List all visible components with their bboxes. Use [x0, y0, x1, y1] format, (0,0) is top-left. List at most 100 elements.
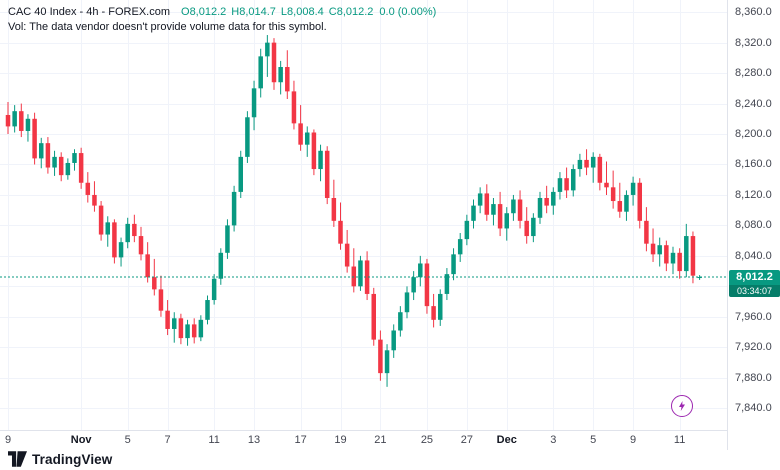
ohlc-values: O8,012.2 H8,014.7 L8,008.4 C8,012.2 [176, 6, 373, 18]
candle-body-up [684, 236, 689, 272]
ohlc-l: L8,008.4 [280, 6, 324, 18]
candle-body-down [338, 220, 343, 244]
candle-body-down [604, 182, 609, 188]
candle-body-up [531, 217, 536, 237]
lightning-icon [679, 401, 685, 411]
candle-body-down [344, 243, 350, 267]
candle-body-up [172, 318, 177, 329]
chart-plot-area[interactable]: CAC 40 Index - 4h - FOREX.com O8,012.2 H8,… [0, 0, 727, 430]
candle-body-down [331, 197, 337, 221]
time-tick-label: Dec [496, 434, 517, 446]
candle-body-up [211, 278, 217, 301]
candle-body-up [670, 252, 676, 264]
price-tick-label: 7,920.0 [735, 341, 772, 354]
price-axis[interactable]: 8,012.2 03:34:07 8,360.0 8,320.0 8,280.0 8,… [727, 0, 780, 450]
candle-body-down [517, 199, 523, 221]
price-tick-label: 8,200.0 [735, 128, 772, 141]
candle-body-up [52, 156, 57, 168]
candle-body-up [384, 350, 390, 374]
candle-body-up [464, 220, 470, 240]
candle-body-down [351, 266, 357, 287]
candle-body-down [424, 263, 430, 307]
volume-note: Vol: The data vendor doesn't provide vol… [8, 21, 327, 33]
candle-body-down [178, 318, 184, 339]
candle-body-up [238, 156, 243, 192]
candle-body-down [677, 252, 682, 272]
ohlc-o: O8,012.2 [181, 6, 227, 18]
bar-countdown: 03:34:07 [729, 284, 780, 297]
candle-body-up [451, 254, 456, 275]
candle-body-down [431, 306, 436, 320]
candle-body-down [98, 205, 104, 235]
candle-body-up [125, 223, 130, 243]
candle-body-down [45, 143, 51, 168]
price-tick-label: 7,840.0 [735, 402, 772, 415]
candle-body-up [391, 330, 396, 351]
candle-body-up [72, 153, 77, 163]
candle-body-down [690, 236, 696, 276]
price-tick-label: 8,320.0 [735, 36, 772, 49]
tradingview-logo[interactable]: TradingView [8, 451, 112, 467]
candle-body-up [657, 245, 662, 255]
price-badge: 8,012.2 03:34:07 [729, 269, 780, 297]
price-tick-label: 8,080.0 [735, 219, 772, 232]
candle-body-down [298, 123, 303, 145]
candle-body-down [597, 156, 603, 183]
time-tick-label: 17 [294, 434, 307, 446]
time-tick-label: 9 [4, 434, 12, 446]
candle-body-down [644, 220, 649, 244]
candle-body-up [537, 197, 543, 218]
candle-body-up [491, 204, 496, 215]
time-axis[interactable]: 9 Nov 5 7 11 13 17 19 21 25 27 Dec 3 5 9 11 [0, 430, 727, 451]
candle-body-up [471, 205, 476, 221]
price-tick-label: 7,880.0 [735, 371, 772, 384]
candle-body-down [497, 204, 503, 229]
candle-body-down [371, 293, 376, 340]
ohlc-h: H8,014.7 [231, 6, 276, 18]
candle-body-down [112, 222, 117, 258]
lightning-button[interactable] [671, 395, 693, 417]
candle-body-down [291, 91, 297, 124]
candle-body-up [225, 225, 230, 253]
candle-body-up [457, 239, 463, 255]
candle-body-up [577, 159, 583, 170]
price-tick-label: 8,280.0 [735, 67, 772, 80]
candle-body-down [484, 193, 490, 215]
candle-body-down [78, 153, 84, 183]
candle-body-up [438, 293, 443, 320]
time-tick-label: 13 [247, 434, 261, 446]
ohlc-c: C8,012.2 [328, 6, 374, 18]
candle-body-down [191, 324, 197, 338]
candle-body-up [251, 88, 257, 118]
candle-body-down [617, 201, 623, 212]
candle-body-up [105, 222, 110, 235]
footer-bar: TradingView [0, 450, 780, 470]
price-tick-label: 8,040.0 [735, 249, 772, 262]
time-tick-label: 9 [630, 434, 637, 446]
candle-body-up [305, 132, 310, 145]
chart-legend: CAC 40 Index - 4h - FOREX.com O8,012.2 H8,… [8, 5, 436, 20]
candle-body-down [285, 67, 290, 92]
tradingview-logo-icon [8, 451, 27, 467]
candle-body-up [12, 111, 17, 127]
candle-body-up [39, 143, 44, 159]
candle-body-up [398, 312, 403, 331]
candle-body-down [5, 114, 11, 127]
time-tick-label: 5 [590, 434, 597, 446]
candles-canvas[interactable] [0, 0, 727, 430]
candle-body-down [85, 182, 91, 195]
price-tick-label: 8,160.0 [735, 158, 772, 171]
time-tick-label: 27 [460, 434, 473, 446]
candle-body-up [245, 117, 250, 157]
candle-body-down [132, 223, 137, 237]
symbol-title[interactable]: CAC 40 Index - 4h - FOREX.com [8, 6, 170, 18]
candle-body-up [278, 67, 283, 83]
time-tick-label: 21 [374, 434, 387, 446]
candle-body-up [218, 252, 224, 279]
candle-body-up [624, 194, 629, 212]
candle-body-up [444, 274, 450, 294]
candle-body-up [198, 319, 204, 338]
candle-body-down [152, 277, 157, 290]
candle-body-up [25, 118, 31, 131]
